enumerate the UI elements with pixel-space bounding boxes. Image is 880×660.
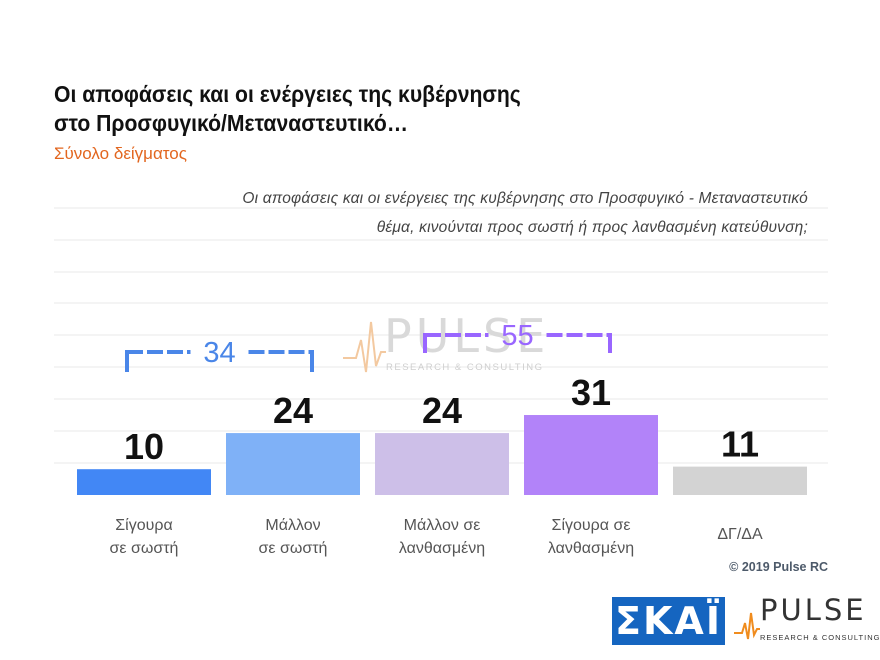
category-label: Σίγουρα σε σωστή: [110, 517, 179, 557]
bar: [375, 433, 509, 495]
bar: [524, 415, 658, 495]
watermark-sub: RESEARCH & CONSULTING: [386, 362, 543, 373]
bar: [77, 469, 211, 495]
watermark-heartbeat-icon: [343, 321, 386, 373]
pulse-heartbeat-icon: [734, 612, 760, 640]
category-label: ΔΓ/ΔΑ: [717, 526, 763, 543]
bar-value-label: 24: [422, 390, 462, 431]
bracket-total-label: 55: [501, 320, 533, 352]
bracket-total-label: 34: [203, 337, 235, 369]
category-label: Μάλλον σε λανθασμένη: [399, 517, 485, 557]
pulse-logo-sub: RESEARCH & CONSULTING: [760, 633, 880, 642]
bar-value-label: 10: [124, 426, 164, 467]
bar-value-label: 11: [721, 424, 759, 465]
bar: [226, 433, 360, 495]
question-line2: θέμα, κινούνται προς σωστή ή προς λανθασ…: [376, 219, 808, 236]
chart-subtitle: Σύνολο δείγματος: [54, 144, 187, 163]
pulse-logo: PULSE RESEARCH & CONSULTING: [734, 593, 879, 647]
chart-title-line1: Οι αποφάσεις και οι ενέργειες της κυβέρν…: [54, 81, 521, 107]
category-label: Μάλλον σε σωστή: [259, 517, 328, 557]
chart-title: Οι αποφάσεις και οι ενέργειες της κυβέρν…: [54, 80, 643, 138]
pulse-logo-word: PULSE: [760, 593, 867, 627]
copyright-text: © 2019 Pulse RC: [729, 560, 828, 574]
bar-value-label: 31: [571, 372, 611, 413]
skai-logo: ΣΚΑΪ: [612, 597, 725, 645]
bar: [673, 466, 807, 495]
chart-title-line2: στο Προσφυγικό/Μεταναστευτικό…: [54, 110, 408, 136]
question-line1: Οι αποφάσεις και οι ενέργειες της κυβέρν…: [242, 190, 808, 207]
bar-value-label: 24: [273, 390, 313, 431]
category-label: Σίγουρα σε λανθασμένη: [548, 517, 634, 557]
watermark-word: PULSE: [384, 309, 549, 363]
